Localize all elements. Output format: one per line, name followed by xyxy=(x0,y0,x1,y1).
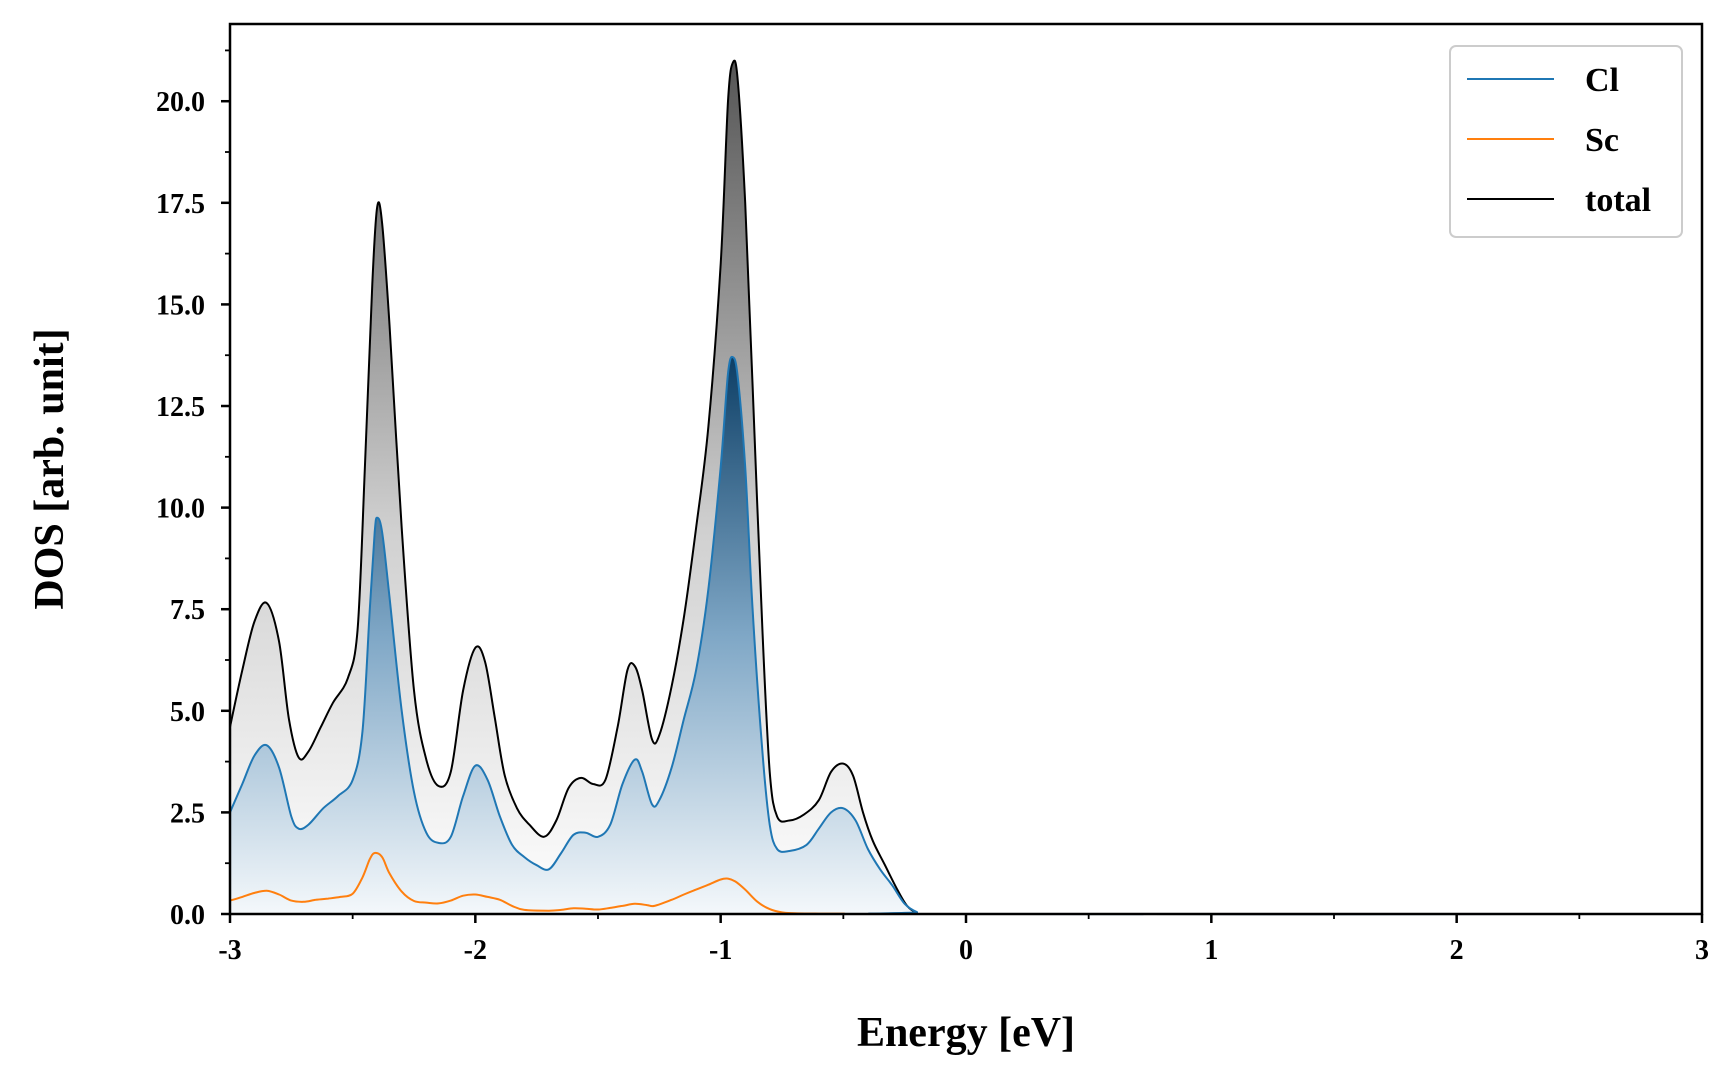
x-axis: -3 -2 -1 0 1 2 3 xyxy=(218,914,1709,966)
legend-label-total: total xyxy=(1585,182,1651,219)
legend-box xyxy=(1449,45,1683,238)
legend-label-sc: Sc xyxy=(1585,122,1619,159)
legend: Cl Sc total xyxy=(1449,45,1683,238)
y-tick-label: 17.5 xyxy=(156,189,205,220)
y-tick-label: 0.0 xyxy=(170,900,205,931)
x-tick-label: 0 xyxy=(959,935,973,966)
y-axis-label: DOS [arb. unit] xyxy=(27,328,73,609)
series-line-sc xyxy=(229,851,1703,916)
x-tick-label: -1 xyxy=(709,935,732,966)
series-fill-cl xyxy=(230,356,1702,915)
y-tick-label: 2.5 xyxy=(170,798,205,829)
y-tick-label: 5.0 xyxy=(170,697,205,728)
x-tick-label: -3 xyxy=(218,935,241,966)
x-tick-label: 3 xyxy=(1695,935,1709,966)
x-tick-label: 2 xyxy=(1450,935,1464,966)
y-tick-label: 12.5 xyxy=(156,392,205,423)
x-tick-label: -2 xyxy=(464,935,487,966)
y-axis: 0.0 2.5 5.0 7.5 10.0 12.5 15.0 17.5 20.0 xyxy=(156,49,230,931)
plot-lines xyxy=(229,59,1703,916)
y-tick-label: 10.0 xyxy=(156,494,205,525)
y-tick-label: 7.5 xyxy=(170,595,205,626)
x-tick-label: 1 xyxy=(1204,935,1218,966)
x-axis-label: Energy [eV] xyxy=(857,1010,1075,1056)
y-tick-label: 15.0 xyxy=(156,290,205,321)
y-tick-label: 20.0 xyxy=(156,87,205,118)
series-line-cl xyxy=(229,355,1703,916)
series-line-total xyxy=(229,59,1703,916)
plot-fills xyxy=(230,60,1702,915)
legend-label-cl: Cl xyxy=(1585,62,1619,99)
